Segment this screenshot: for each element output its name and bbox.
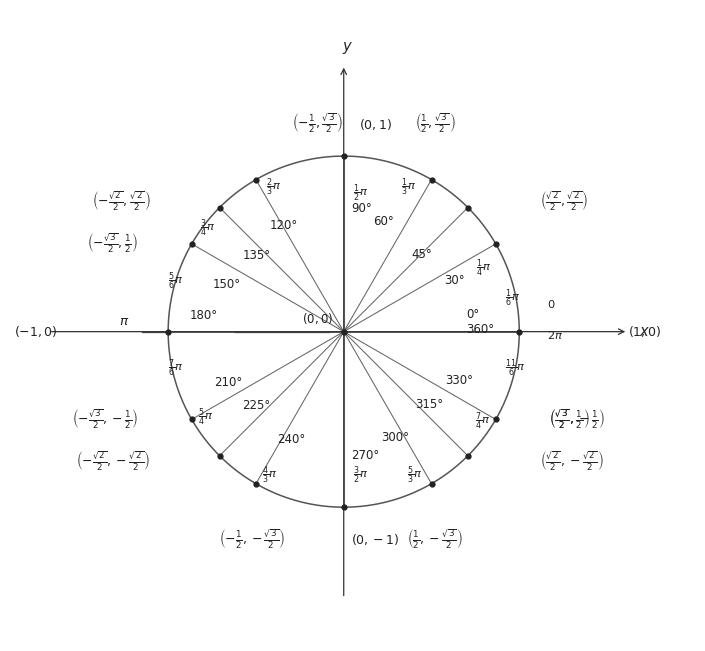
Text: $\frac{7}{6}\pi$: $\frac{7}{6}\pi$ (168, 358, 184, 380)
Text: 135°: 135° (243, 249, 271, 262)
Text: 30°: 30° (445, 274, 465, 287)
Text: $\frac{5}{6}\pi$: $\frac{5}{6}\pi$ (168, 270, 184, 292)
Text: 225°: 225° (243, 399, 271, 412)
Text: $\frac{1}{2}\pi$: $\frac{1}{2}\pi$ (353, 182, 369, 204)
Text: 180°: 180° (189, 309, 217, 322)
Text: $\frac{3}{4}\pi$: $\frac{3}{4}\pi$ (200, 217, 216, 239)
Text: $\frac{1}{6}\pi$: $\frac{1}{6}\pi$ (505, 288, 521, 309)
Text: $\left(\frac{1}{2},-\frac{\sqrt{3}}{2}\right)$: $\left(\frac{1}{2},-\frac{\sqrt{3}}{2}\r… (407, 528, 463, 551)
Text: $\frac{11}{6}\pi$: $\frac{11}{6}\pi$ (505, 358, 526, 380)
Text: 0°
360°: 0° 360° (467, 308, 495, 336)
Text: $\left(-\frac{\sqrt{3}}{2},-\frac{1}{2}\right)$: $\left(-\frac{\sqrt{3}}{2},-\frac{1}{2}\… (72, 408, 138, 431)
Text: $x$: $x$ (639, 324, 650, 339)
Text: $\left(-\frac{\sqrt{2}}{2},\frac{\sqrt{2}}{2}\right)$: $\left(-\frac{\sqrt{2}}{2},\frac{\sqrt{2… (92, 190, 151, 214)
Text: $\left(\frac{\sqrt{2}}{2},\frac{\sqrt{2}}{2}\right)$: $\left(\frac{\sqrt{2}}{2},\frac{\sqrt{2}… (540, 190, 589, 214)
Text: $\left(-\frac{\sqrt{2}}{2},-\frac{\sqrt{2}}{2}\right)$: $\left(-\frac{\sqrt{2}}{2},-\frac{\sqrt{… (76, 450, 151, 473)
Text: $\frac{2}{3}\pi$: $\frac{2}{3}\pi$ (266, 177, 281, 199)
Text: 240°: 240° (277, 432, 305, 445)
Text: $\left(\frac{\sqrt{2}}{2},-\frac{\sqrt{2}}{2}\right)$: $\left(\frac{\sqrt{2}}{2},-\frac{\sqrt{2… (540, 450, 604, 473)
Text: $\frac{5}{3}\pi$: $\frac{5}{3}\pi$ (407, 465, 422, 486)
Text: $\frac{4}{3}\pi$: $\frac{4}{3}\pi$ (262, 465, 277, 486)
Text: $\left(\frac{\sqrt{3}}{2},\frac{1}{2}\right)$: $\left(\frac{\sqrt{3}}{2},\frac{1}{2}\ri… (549, 408, 589, 431)
Text: 330°: 330° (446, 374, 474, 387)
Text: 150°: 150° (213, 278, 241, 291)
Text: 270°: 270° (352, 449, 380, 462)
Text: 120°: 120° (270, 219, 298, 232)
Text: 300°: 300° (381, 431, 410, 444)
Text: $\frac{1}{4}\pi$: $\frac{1}{4}\pi$ (477, 258, 492, 279)
Text: 60°: 60° (374, 215, 394, 228)
Text: $(0,-1)$: $(0,-1)$ (351, 532, 400, 547)
Text: $\frac{5}{4}\pi$: $\frac{5}{4}\pi$ (198, 407, 214, 428)
Text: $\left(\frac{1}{2},\frac{\sqrt{3}}{2}\right)$: $\left(\frac{1}{2},\frac{\sqrt{3}}{2}\ri… (415, 112, 455, 135)
Text: $(0,1)$: $(0,1)$ (359, 117, 392, 132)
Text: 210°: 210° (214, 376, 243, 389)
Text: $2\pi$: $2\pi$ (547, 329, 563, 341)
Text: $\left(-\frac{\sqrt{3}}{2},\frac{1}{2}\right)$: $\left(-\frac{\sqrt{3}}{2},\frac{1}{2}\r… (87, 232, 138, 255)
Text: $\frac{3}{2}\pi$: $\frac{3}{2}\pi$ (353, 465, 369, 486)
Text: $\pi$: $\pi$ (119, 314, 130, 327)
Text: 315°: 315° (415, 398, 443, 411)
Text: 90°: 90° (352, 202, 372, 215)
Text: $\left(-\frac{1}{2},\frac{\sqrt{3}}{2}\right)$: $\left(-\frac{1}{2},\frac{\sqrt{3}}{2}\r… (292, 112, 343, 135)
Text: $\frac{7}{4}\pi$: $\frac{7}{4}\pi$ (474, 410, 490, 432)
Text: $\frac{1}{3}\pi$: $\frac{1}{3}\pi$ (400, 177, 416, 199)
Text: $\left(\frac{\sqrt{3}}{2},-\frac{1}{2}\right)$: $\left(\frac{\sqrt{3}}{2},-\frac{1}{2}\r… (549, 408, 605, 431)
Text: $0$: $0$ (547, 298, 556, 310)
Text: $(0,0)$: $(0,0)$ (302, 311, 333, 326)
Text: 45°: 45° (411, 249, 432, 262)
Text: $\left(-\frac{1}{2},-\frac{\sqrt{3}}{2}\right)$: $\left(-\frac{1}{2},-\frac{\sqrt{3}}{2}\… (219, 528, 286, 551)
Text: $y$: $y$ (342, 40, 352, 56)
Text: $(1,0)$: $(1,0)$ (628, 324, 661, 339)
Text: $(-1,0)$: $(-1,0)$ (14, 324, 58, 339)
